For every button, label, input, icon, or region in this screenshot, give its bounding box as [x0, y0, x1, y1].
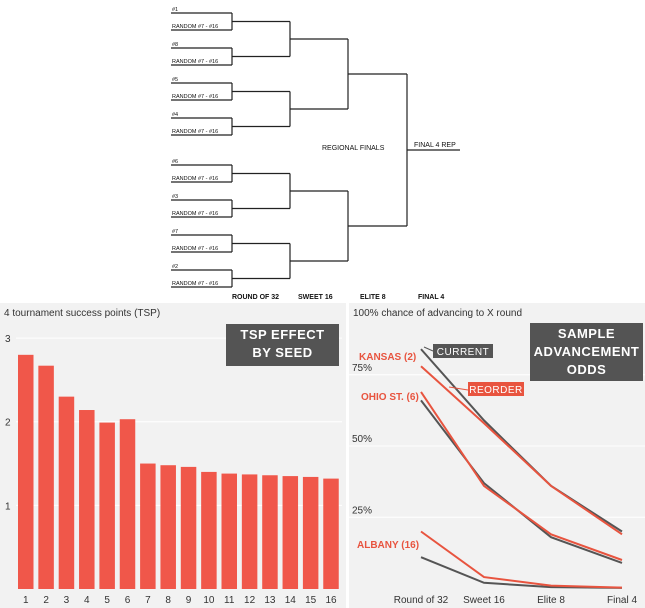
tsp-x-tick-label: 7 [145, 595, 151, 606]
round-label: SWEET 16 [298, 294, 333, 301]
tsp-bar-seed-13 [262, 475, 278, 589]
legend-reorder-pointer [448, 386, 469, 391]
tsp-x-tick-label: 16 [325, 595, 337, 606]
tsp-bar-seed-3 [58, 396, 75, 589]
odds-line-reorder [420, 365, 623, 536]
legend-current-label: CURRENT [437, 347, 489, 358]
odds-line-chart: 25% 50% 75% Round of 32 Sweet 16 Elite 8 Final… [349, 344, 645, 606]
odds-chart-panel: 100% chance of advancing to X round 25% 5… [349, 303, 645, 608]
tsp-bar-seed-6 [119, 419, 136, 589]
odds-series-label: ALBANY (16) [357, 540, 419, 551]
bracket-seed-label: #5 [172, 77, 178, 83]
tsp-bar-seed-4 [79, 410, 95, 589]
odds-y-tick-label: 75% [352, 363, 372, 374]
tsp-y-tick-label: 2 [5, 418, 11, 429]
odds-title-line-3: ODDS [566, 362, 607, 377]
bracket-texts: #1 RANDOM #7 - #16 #8 RANDOM #7 - #16 #5 RAND… [172, 7, 456, 301]
legend-current-box [433, 344, 493, 358]
bracket-opponent-label: RANDOM #7 - #16 [172, 94, 218, 100]
legend-reorder-label: REORDER [469, 385, 523, 396]
tournament-bracket: #1 RANDOM #7 - #16 #8 RANDOM #7 - #16 #5 RAND… [171, 7, 460, 301]
bracket-opponent-label: RANDOM #7 - #16 [172, 281, 218, 287]
tsp-bar-seed-9 [180, 466, 197, 589]
odds-line-reorder [420, 530, 623, 589]
tsp-x-tick-label: 11 [224, 595, 235, 606]
bracket-seed-label: #6 [172, 159, 178, 165]
tsp-bar-seed-11 [221, 473, 237, 589]
final4-rep-label: FINAL 4 REP [414, 142, 456, 149]
tsp-x-tick-label: 14 [285, 595, 297, 606]
tsp-bar-seed-1 [18, 354, 34, 589]
odds-axis-caption: 100% chance of advancing to X round [353, 308, 523, 319]
odds-title-line-1: SAMPLE [557, 326, 616, 341]
tsp-bar-seed-5 [99, 422, 115, 589]
bracket-seed-label: #8 [172, 42, 178, 48]
tsp-x-tick-label: 8 [165, 595, 171, 606]
bracket-opponent-label: RANDOM #7 - #16 [172, 176, 218, 182]
bracket-opponent-label: RANDOM #7 - #16 [172, 24, 218, 30]
tsp-bar-seed-10 [201, 471, 217, 589]
bracket-seed-label: #4 [172, 112, 178, 118]
tsp-y-tick-label: 3 [5, 334, 11, 345]
tsp-bar-seed-15 [302, 476, 319, 589]
odds-x-tick-label: Round of 32 [394, 595, 449, 606]
odds-line-current [420, 399, 623, 564]
tsp-x-tick-label: 10 [203, 595, 215, 606]
tsp-bar-seed-8 [160, 465, 176, 589]
tsp-axis-caption: 4 tournament success points (TSP) [4, 308, 161, 319]
odds-series-label: KANSAS (2) [359, 352, 416, 363]
tsp-x-tick-label: 2 [43, 595, 49, 606]
legend-current-pointer [423, 346, 434, 352]
tsp-chart-title: TSP EFFECT BY SEED [226, 324, 339, 366]
bracket-opponent-label: RANDOM #7 - #16 [172, 59, 218, 65]
odds-line-current [420, 556, 623, 589]
bracket-seed-label: #2 [172, 264, 178, 270]
odds-line-reorder [420, 391, 623, 561]
tsp-bar-seed-12 [241, 474, 258, 589]
bracket-opponent-label: RANDOM #7 - #16 [172, 129, 218, 135]
odds-series-label: OHIO ST. (6) [361, 392, 419, 403]
odds-x-tick-label: Elite 8 [537, 595, 565, 606]
odds-chart-title: SAMPLE ADVANCEMENT ODDS [530, 323, 643, 381]
odds-x-tick-label: Sweet 16 [463, 595, 505, 606]
odds-x-tick-label: Final 4 [607, 595, 637, 606]
bracket-seed-label: #3 [172, 194, 178, 200]
tsp-x-tick-label: 9 [186, 595, 192, 606]
odds-y-tick-label: 50% [352, 434, 372, 445]
tsp-x-tick-label: 3 [64, 595, 70, 606]
bracket-opponent-label: RANDOM #7 - #16 [172, 246, 218, 252]
bracket-lines [171, 12, 460, 288]
odds-y-tick-label: 25% [352, 505, 372, 516]
tsp-title-line-1: TSP EFFECT [240, 327, 325, 342]
tsp-x-tick-label: 4 [84, 595, 90, 606]
tsp-bar-seed-16 [323, 478, 339, 589]
tsp-bar-seed-2 [38, 365, 54, 589]
tsp-bar-seed-7 [140, 463, 156, 589]
odds-line-current [420, 348, 623, 533]
tsp-bar-seed-14 [282, 476, 299, 589]
tsp-x-tick-label: 6 [125, 595, 131, 606]
bracket-seed-label: #1 [172, 7, 178, 13]
bracket-opponent-label: RANDOM #7 - #16 [172, 211, 218, 217]
tsp-x-tick-label: 15 [305, 595, 317, 606]
tsp-x-tick-label: 1 [23, 595, 29, 606]
tsp-y-tick-label: 1 [5, 501, 11, 512]
round-label: FINAL 4 [418, 294, 444, 301]
round-label: ROUND OF 32 [232, 294, 279, 301]
legend-reorder-box [468, 382, 524, 396]
tsp-title-line-2: BY SEED [252, 345, 313, 360]
tsp-x-tick-label: 12 [244, 595, 256, 606]
round-label: ELITE 8 [360, 294, 386, 301]
tsp-x-tick-label: 5 [104, 595, 110, 606]
bracket-seed-label: #7 [172, 229, 178, 235]
odds-title-line-2: ADVANCEMENT [533, 344, 640, 359]
tsp-x-tick-label: 13 [264, 595, 276, 606]
regional-finals-label: REGIONAL FINALS [322, 145, 385, 152]
